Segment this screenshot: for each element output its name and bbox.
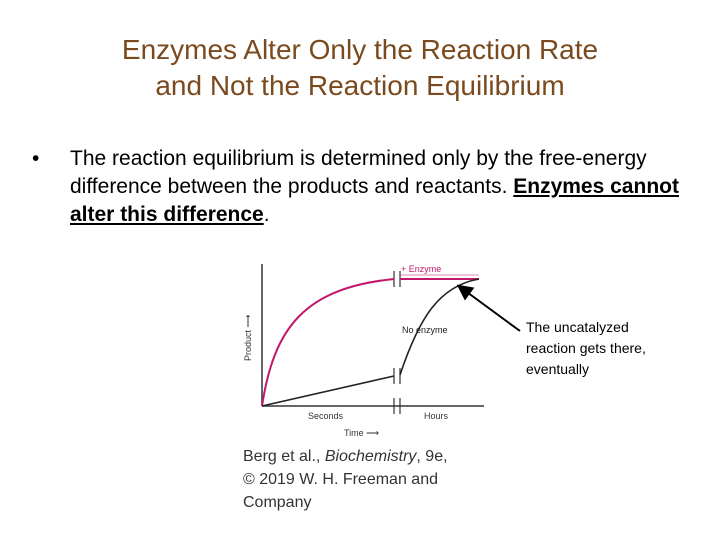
x-tick-hours: Hours xyxy=(424,411,449,421)
citation-book-title: Biochemistry xyxy=(324,448,417,465)
slide-title: Enzymes Alter Only the Reaction Rate and… xyxy=(0,32,720,104)
citation-publisher: Company xyxy=(243,494,312,511)
x-tick-seconds: Seconds xyxy=(308,411,344,421)
figure-citation: Berg et al., Biochemistry, 9e, © 2019 W.… xyxy=(243,445,483,514)
title-line-1: Enzymes Alter Only the Reaction Rate xyxy=(121,34,599,65)
bullet-text: The reaction equilibrium is determined o… xyxy=(70,145,692,229)
citation-authors: Berg et al., xyxy=(243,448,325,465)
citation-copyright: © 2019 W. H. Freeman and xyxy=(243,471,438,488)
bullet-text-main: The reaction equilibrium is determined o… xyxy=(70,147,647,198)
x-axis-label: Time ⟶ xyxy=(344,428,379,438)
bullet-marker: • xyxy=(32,147,40,170)
title-line-2: and Not the Reaction Equilibrium xyxy=(155,70,565,101)
y-axis-label: Product ⟶ xyxy=(243,314,253,361)
bullet-text-end: . xyxy=(263,203,270,226)
annotation-text: The uncatalyzed reaction gets there, eve… xyxy=(526,319,646,377)
citation-edition: , 9e, xyxy=(416,448,448,465)
no-enzyme-curve xyxy=(261,375,395,407)
reaction-progress-figure: + Enzyme No enzyme Seconds Hours Time ⟶ … xyxy=(234,258,494,448)
no-enzyme-curve-late xyxy=(399,278,480,376)
reaction-progress-svg: + Enzyme No enzyme Seconds Hours Time ⟶ … xyxy=(243,264,484,438)
bullet-text-emphasis: Enzymes cannot alter this difference xyxy=(70,175,679,226)
bullet-point: • The reaction equilibrium is determined… xyxy=(32,145,692,229)
enzyme-curve xyxy=(261,278,395,407)
no-enzyme-curve-label: No enzyme xyxy=(402,325,448,335)
enzyme-curve-label: + Enzyme xyxy=(401,264,441,274)
